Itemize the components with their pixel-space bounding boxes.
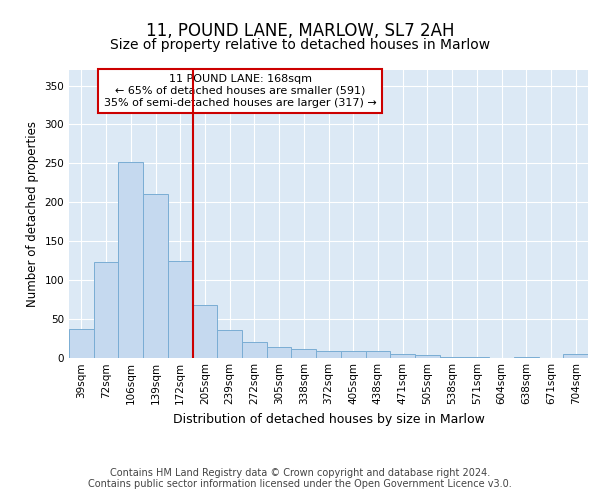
Bar	[440, 356, 464, 358]
Bar	[390, 354, 415, 358]
Text: 11, POUND LANE, MARLOW, SL7 2AH: 11, POUND LANE, MARLOW, SL7 2AH	[146, 22, 454, 40]
Bar	[316, 350, 341, 358]
Bar	[415, 355, 440, 358]
Bar	[69, 329, 94, 358]
Text: Contains HM Land Registry data © Crown copyright and database right 2024.: Contains HM Land Registry data © Crown c…	[110, 468, 490, 477]
Text: 11 POUND LANE: 168sqm
← 65% of detached houses are smaller (591)
35% of semi-det: 11 POUND LANE: 168sqm ← 65% of detached …	[104, 74, 377, 108]
Bar	[267, 346, 292, 358]
Bar	[94, 262, 118, 358]
Text: Size of property relative to detached houses in Marlow: Size of property relative to detached ho…	[110, 38, 490, 52]
Bar	[242, 342, 267, 357]
Text: Contains public sector information licensed under the Open Government Licence v3: Contains public sector information licen…	[88, 479, 512, 489]
Y-axis label: Number of detached properties: Number of detached properties	[26, 120, 39, 306]
Bar	[341, 350, 365, 358]
Bar	[563, 354, 588, 358]
Bar	[168, 261, 193, 358]
Bar	[464, 356, 489, 358]
Bar	[292, 349, 316, 358]
Bar	[118, 162, 143, 358]
Bar	[193, 306, 217, 358]
Bar	[365, 352, 390, 358]
Bar	[143, 194, 168, 358]
X-axis label: Distribution of detached houses by size in Marlow: Distribution of detached houses by size …	[173, 413, 484, 426]
Bar	[514, 356, 539, 358]
Bar	[217, 330, 242, 357]
